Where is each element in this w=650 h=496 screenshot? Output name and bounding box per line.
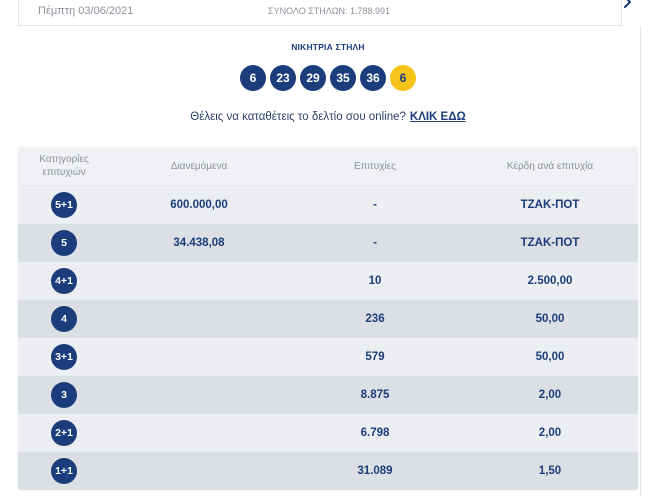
header-prize: Κέρδη ανά επιτυχία bbox=[506, 160, 594, 172]
prize-per-winner: 50,00 bbox=[535, 351, 565, 363]
winners-count: 8.875 bbox=[360, 389, 390, 401]
category-badge: 1+1 bbox=[51, 458, 77, 484]
category-badge: 5+1 bbox=[51, 192, 77, 218]
winners-count: 31.089 bbox=[357, 465, 393, 477]
chevron-right-icon[interactable] bbox=[623, 0, 633, 8]
winning-number-ball: 29 bbox=[300, 65, 326, 91]
table-row: 3+1 579 50,00 bbox=[18, 338, 638, 376]
category-badge: 5 bbox=[51, 230, 77, 256]
winning-column-title: ΝΙΚΗΤΡΙΑ ΣΤΗΛΗ bbox=[291, 42, 365, 52]
category-badge: 4 bbox=[51, 306, 77, 332]
table-row: 5 34.438,08 - ΤΖΑΚ-ΠΟΤ bbox=[18, 224, 638, 262]
draw-info-bar: Πέμπτη 03/06/2021 ΣΥΝΟΛΟ ΣΤΗΛΩΝ: 1.788.9… bbox=[18, 0, 622, 26]
table-row: 3 8.875 2,00 bbox=[18, 376, 638, 414]
header-cell-categories: Κατηγορίες επιτυχιών bbox=[18, 147, 110, 185]
table-row: 1+1 31.089 1,50 bbox=[18, 452, 638, 490]
winners-count: 236 bbox=[365, 313, 385, 325]
header-categories: Κατηγορίες επιτυχιών bbox=[39, 154, 89, 178]
prize-per-winner: ΤΖΑΚ-ΠΟΤ bbox=[520, 237, 580, 249]
distributed-amount bbox=[110, 452, 288, 490]
draw-date: Πέμπτη 03/06/2021 bbox=[38, 5, 134, 17]
category-badge: 2+1 bbox=[51, 420, 77, 446]
category-badge: 4+1 bbox=[51, 268, 77, 294]
header-winners: Επιτυχίες bbox=[354, 160, 396, 172]
winners-count: - bbox=[373, 199, 377, 211]
prize-per-winner: 50,00 bbox=[535, 313, 565, 325]
prize-per-winner: 1,50 bbox=[538, 465, 562, 477]
distributed-amount bbox=[110, 414, 288, 452]
winning-number-ball: 36 bbox=[360, 65, 386, 91]
online-promo: Θέλεις να καταθέτεις το δελτίο σου onlin… bbox=[18, 111, 638, 123]
distributed-amount bbox=[110, 300, 288, 338]
distributed-amount: 34.438,08 bbox=[173, 237, 225, 249]
distributed-amount bbox=[110, 338, 288, 376]
category-badge: 3 bbox=[51, 382, 77, 408]
table-row: 5+1 600.000,00 - ΤΖΑΚ-ΠΟΤ bbox=[18, 186, 638, 224]
winning-number-ball: 6 bbox=[240, 65, 266, 91]
distributed-amount bbox=[110, 376, 288, 414]
prize-per-winner: 2,00 bbox=[538, 389, 562, 401]
table-header: Κατηγορίες επιτυχιών Διανεμόμενα Επιτυχί… bbox=[18, 147, 638, 186]
table-row: 4+1 10 2.500,00 bbox=[18, 262, 638, 300]
click-here-link[interactable]: ΚΛΙΚ ΕΔΩ bbox=[409, 111, 466, 123]
winning-numbers: 6 23 29 35 36 6 bbox=[240, 65, 416, 91]
prize-per-winner: 2.500,00 bbox=[527, 275, 573, 287]
prize-per-winner: 2,00 bbox=[538, 427, 562, 439]
joker-number-ball: 6 bbox=[390, 65, 416, 91]
prize-per-winner: ΤΖΑΚ-ΠΟΤ bbox=[520, 199, 580, 211]
winners-count: 579 bbox=[365, 351, 385, 363]
distributed-amount bbox=[110, 262, 288, 300]
total-columns: ΣΥΝΟΛΟ ΣΤΗΛΩΝ: 1.788.991 bbox=[268, 6, 391, 16]
table-row: 4 236 50,00 bbox=[18, 300, 638, 338]
category-badge: 3+1 bbox=[51, 344, 77, 370]
promo-text: Θέλεις να καταθέτεις το δελτίο σου onlin… bbox=[190, 111, 406, 123]
winning-number-ball: 23 bbox=[270, 65, 296, 91]
winners-count: 10 bbox=[368, 275, 382, 287]
winners-count: 6.798 bbox=[360, 427, 390, 439]
distributed-amount: 600.000,00 bbox=[170, 199, 228, 211]
winning-number-ball: 35 bbox=[330, 65, 356, 91]
winners-count: - bbox=[373, 237, 377, 249]
panel-divider bbox=[640, 26, 641, 496]
prize-table: Κατηγορίες επιτυχιών Διανεμόμενα Επιτυχί… bbox=[18, 147, 638, 490]
table-row: 2+1 6.798 2,00 bbox=[18, 414, 638, 452]
header-distributed: Διανεμόμενα bbox=[170, 160, 228, 172]
